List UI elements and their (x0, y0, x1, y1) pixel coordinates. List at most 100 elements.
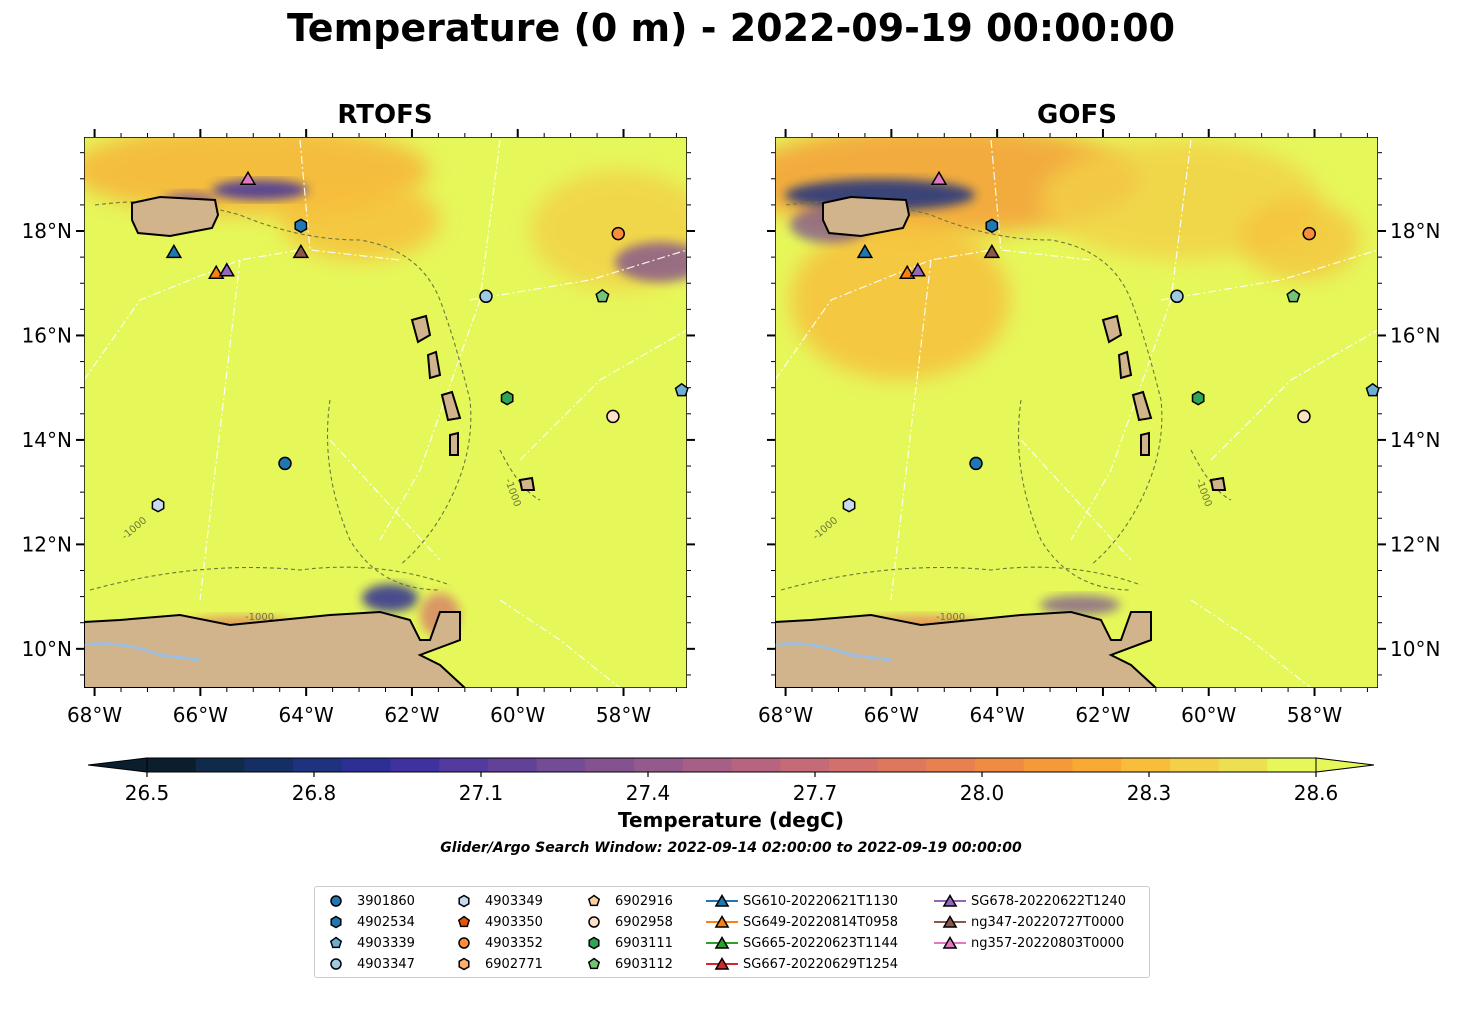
platform-marker-4903349 (842, 497, 856, 513)
legend-item: 4903339 (319, 933, 415, 953)
landmasses (775, 195, 1227, 688)
legend-marker (587, 894, 601, 907)
landmasses (84, 195, 536, 688)
legend-marker (330, 895, 342, 907)
colorbar-bin (1267, 758, 1317, 772)
legend-item: 6902958 (577, 912, 673, 932)
colorbar-bin (293, 758, 343, 772)
legend-item: ng357-20220803T0000 (933, 933, 1124, 953)
platform-marker-6902958 (606, 409, 620, 424)
legend-marker (458, 957, 470, 971)
colorbar-bin (244, 758, 294, 772)
colorbar-tick-label: 26.5 (125, 781, 170, 802)
lat-tick-label: 14°N (22, 428, 72, 452)
platform-marker-6903111 (500, 390, 514, 406)
lat-tick-label: 16°N (22, 323, 72, 347)
legend-marker (458, 894, 470, 908)
search-window-text: Glider/Argo Search Window: 2022-09-14 02… (440, 840, 1022, 856)
legend-item: 6902771 (447, 954, 543, 974)
legend-item: SG678-20220622T1240 (933, 891, 1126, 911)
map-axes: 68°W 66°W 64°W 62°W 60°W 58°W 10°N 12°N 14°N 16°N… (22, 129, 1440, 727)
platform-marker-4903349 (151, 497, 165, 513)
legend-label: ng357-20220803T0000 (971, 935, 1125, 951)
colorbar-bin (975, 758, 1025, 772)
lon-tick-label: 66°W (864, 703, 919, 727)
lat-tick-label: 16°N (1390, 323, 1440, 347)
glider-marker-SG678-20220622T1240 (909, 262, 926, 277)
panel-title-gofs: GOFS (1037, 100, 1117, 130)
legend-label: 6902958 (615, 914, 673, 930)
lon-tick-label: 60°W (490, 703, 545, 727)
platform-marker-4903339 (1365, 382, 1380, 397)
glider-marker-SG610-20220621T1130 (165, 243, 183, 259)
glider-marker-ng347-20220727T0000 (292, 243, 310, 259)
platform-marker-3901860 (969, 456, 983, 471)
platform-marker-6903112 (1286, 288, 1301, 303)
river (775, 642, 892, 662)
map-panels: -1000 -1000 -1000 (22, 129, 1440, 727)
legend-marker (330, 958, 342, 970)
platform-marker-4903347 (1170, 289, 1184, 304)
legend-item: 4902534 (319, 912, 415, 932)
colorbar-bin (780, 758, 830, 772)
legend-marker (942, 894, 958, 907)
legend-label: SG667-20220629T1254 (743, 956, 899, 972)
platform-marker-4902534 (294, 218, 308, 234)
lon-tick-label: 60°W (1181, 703, 1236, 727)
colorbar-bin (536, 758, 586, 772)
colorbar-bin (1218, 758, 1268, 772)
legend-label: 3901860 (357, 893, 415, 909)
lon-tick-label: 62°W (384, 703, 439, 727)
legend-label: 4903349 (485, 893, 543, 909)
lat-tick-label: 14°N (1390, 428, 1440, 452)
figure-title: Temperature (0 m) - 2022-09-19 00:00:00 (286, 6, 1176, 50)
legend-marker (714, 915, 730, 928)
legend-label: 6902771 (485, 956, 543, 972)
colorbar-tick-label: 27.7 (793, 781, 838, 802)
legend-marker (714, 936, 730, 949)
colorbar-bin (341, 758, 392, 772)
eez-boundaries (84, 139, 687, 688)
legend-label: SG665-20220623T1144 (743, 935, 899, 951)
colorbar-bin (634, 758, 684, 772)
legend-item: 4903350 (447, 912, 543, 932)
legend-item: 6903111 (577, 933, 673, 953)
lon-tick-label: 62°W (1075, 703, 1130, 727)
colorbar-bin (731, 758, 781, 772)
legend-item: SG649-20220814T0958 (705, 912, 898, 932)
lon-tick-label: 66°W (173, 703, 228, 727)
legend-label: 4902534 (357, 914, 415, 930)
colorbar-bin (682, 758, 733, 772)
colorbar: 26.5 26.8 27.1 27.4 27.7 28.0 28.3 28.6 (87, 757, 1375, 802)
lon-tick-label: 58°W (1287, 703, 1342, 727)
legend-item: SG667-20220629T1254 (705, 954, 898, 974)
legend-marker (588, 916, 600, 928)
colorbar-bin (926, 758, 976, 772)
legend-item: 6902916 (577, 891, 673, 911)
colorbar-bin (439, 758, 489, 772)
legend: 3901860 4902534 4903339 4903347 4903349 49033… (314, 886, 1150, 978)
glider-marker-ng347-20220727T0000 (983, 243, 1001, 259)
platform-markers (151, 170, 1380, 513)
legend-label: 6903112 (615, 956, 673, 972)
colorbar-bin (877, 758, 927, 772)
legend-marker (714, 957, 730, 970)
legend-item: 4903349 (447, 891, 543, 911)
legend-item: ng347-20220727T0000 (933, 912, 1124, 932)
glider-marker-ng357-20220803T0000 (930, 170, 948, 186)
colorbar-tick-label: 28.0 (960, 781, 1005, 802)
legend-marker (714, 894, 730, 907)
colorbar-bin (390, 758, 440, 772)
colorbar-bin (1169, 758, 1220, 772)
legend-marker (588, 936, 600, 950)
glider-marker-SG678-20220622T1240 (218, 262, 235, 277)
legend-marker (458, 937, 470, 949)
lon-tick-label: 64°W (279, 703, 334, 727)
colorbar-bin (487, 758, 538, 772)
legend-marker (942, 936, 958, 949)
legend-label: 6903111 (615, 935, 673, 951)
glider-marker-ng357-20220803T0000 (239, 170, 257, 186)
lat-tick-label: 18°N (22, 219, 72, 243)
platform-marker-6903112 (595, 288, 610, 303)
legend-item: 4903352 (447, 933, 543, 953)
